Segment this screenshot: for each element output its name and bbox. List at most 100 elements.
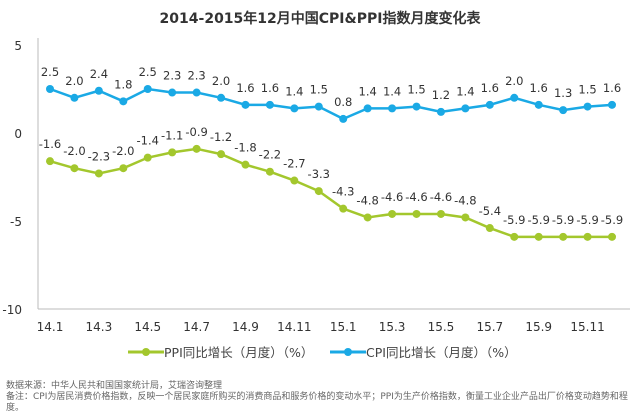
cpi-data-label: 1.4 xyxy=(456,84,474,98)
cpi-data-label: 1.6 xyxy=(530,81,548,95)
cpi-data-label: 1.3 xyxy=(554,86,572,100)
ppi-point xyxy=(265,167,274,176)
ppi-point xyxy=(290,176,299,185)
ppi-point xyxy=(241,160,250,169)
source-note: 数据来源：中华人民共和国国家统计局，艾瑞咨询整理 xyxy=(6,381,223,391)
ppi-point xyxy=(70,164,79,173)
cpi-data-label: 2.3 xyxy=(163,69,181,83)
cpi-point xyxy=(241,100,250,109)
ppi-data-label: -2.0 xyxy=(63,144,85,158)
cpi-data-label: 1.5 xyxy=(310,83,328,97)
ppi-point xyxy=(314,187,323,196)
cpi-data-label: 2.5 xyxy=(139,65,157,79)
ppi-point xyxy=(436,209,445,218)
legend-ppi-marker xyxy=(128,347,164,356)
legend-cpi-label: CPI同比增长（月度）（%） xyxy=(366,345,517,360)
cpi-point xyxy=(608,100,616,109)
cpi-point xyxy=(534,100,543,109)
ppi-data-label: -2.0 xyxy=(112,144,134,158)
x-tick-label: 15.11 xyxy=(570,320,604,334)
ppi-point xyxy=(363,213,372,222)
ppi-point xyxy=(559,232,568,241)
x-tick-label: 14.3 xyxy=(86,320,113,334)
cpi-data-label: 2.0 xyxy=(505,74,523,88)
cpi-data-label: 2.0 xyxy=(212,74,230,88)
ppi-point xyxy=(339,204,348,213)
ppi-data-label: -3.3 xyxy=(308,167,330,181)
x-tick-label: 14.11 xyxy=(277,320,311,334)
cpi-data-label: 1.8 xyxy=(114,77,132,91)
line-chart: 5 0 -5 -10 14.1 14.3 14.5 14.7 14.9 14.11 15.1 15.3… xyxy=(2,38,630,334)
ppi-data-label: -1.6 xyxy=(39,137,61,151)
cpi-point xyxy=(485,100,494,109)
cpi-point xyxy=(436,107,445,116)
y-tick-label: 5 xyxy=(14,39,22,53)
ppi-point xyxy=(388,209,397,218)
ppi-point xyxy=(583,232,592,241)
legend-ppi-label: PPI同比增长（月度）（%） xyxy=(164,345,314,360)
cpi-line xyxy=(49,87,613,121)
ppi-data-label: -4.6 xyxy=(405,190,427,204)
ppi-point xyxy=(534,232,543,241)
cpi-data-label: 2.4 xyxy=(90,67,108,81)
ppi-line xyxy=(49,147,612,239)
ppi-data-label: -5.9 xyxy=(527,213,549,227)
ppi-data-label: -1.4 xyxy=(137,134,159,148)
ppi-data-label: -4.3 xyxy=(332,185,354,199)
cpi-data-label: 1.6 xyxy=(603,81,621,95)
ppi-point xyxy=(94,169,103,178)
legend-cpi-marker xyxy=(330,347,366,356)
ppi-point xyxy=(412,209,421,218)
cpi-point xyxy=(583,102,592,111)
ppi-data-label: -5.9 xyxy=(552,213,574,227)
cpi-point xyxy=(339,114,348,123)
x-tick-label: 14.1 xyxy=(37,320,64,334)
x-tick-label: 15.9 xyxy=(525,320,552,334)
x-tick-label: 14.7 xyxy=(183,320,210,334)
cpi-point xyxy=(265,100,274,109)
ppi-data-label: -5.9 xyxy=(503,213,525,227)
ppi-point xyxy=(608,232,616,241)
ppi-data-label: -5.9 xyxy=(601,213,623,227)
x-tick-label: 15.5 xyxy=(428,320,455,334)
cpi-data-label: 1.6 xyxy=(236,81,254,95)
ppi-data-label: -2.2 xyxy=(259,148,281,162)
ppi-point xyxy=(46,157,54,166)
ppi-data-label: -1.1 xyxy=(161,128,183,142)
cpi-data-label: 1.6 xyxy=(261,81,279,95)
ppi-point xyxy=(510,232,519,241)
cpi-point xyxy=(461,104,470,113)
cpi-point xyxy=(388,104,397,113)
cpi-point xyxy=(192,88,201,97)
x-tick-label: 15.7 xyxy=(476,320,503,334)
cpi-data-label: 2.0 xyxy=(65,74,83,88)
cpi-data-label: 1.4 xyxy=(359,84,377,98)
ppi-data-label: -1.8 xyxy=(234,141,256,155)
x-tick-label: 14.9 xyxy=(232,320,259,334)
y-tick-label: -5 xyxy=(10,215,22,229)
cpi-data-label: 1.4 xyxy=(285,84,303,98)
y-tick-label: 0 xyxy=(14,127,22,141)
ppi-data-label: -5.4 xyxy=(479,204,501,218)
ppi-point xyxy=(192,144,201,153)
cpi-point xyxy=(168,88,177,97)
ppi-data-label: -5.9 xyxy=(576,213,598,227)
ppi-data-label: -1.2 xyxy=(210,130,232,144)
chart-title: 2014-2015年12月中国CPI&PPI指数月度变化表 xyxy=(159,11,481,27)
ppi-data-label: -4.8 xyxy=(454,193,476,207)
cpi-data-label: 1.5 xyxy=(578,83,596,97)
x-tick-label: 15.1 xyxy=(330,320,357,334)
ppi-data-label: -4.6 xyxy=(381,190,403,204)
cpi-data-label: 1.5 xyxy=(407,83,425,97)
ppi-data-label: -2.7 xyxy=(283,157,305,171)
y-tick-label: -10 xyxy=(2,303,22,317)
cpi-point xyxy=(559,106,568,115)
cpi-data-label: 1.6 xyxy=(481,81,499,95)
cpi-data-label: 1.2 xyxy=(432,88,450,102)
cpi-point xyxy=(412,102,421,111)
x-tick-label: 14.5 xyxy=(134,320,161,334)
legend-cpi: CPI同比增长（月度）（%） xyxy=(330,342,517,361)
ppi-data-label: -4.6 xyxy=(430,190,452,204)
ppi-point xyxy=(143,153,152,162)
cpi-point xyxy=(70,93,79,102)
